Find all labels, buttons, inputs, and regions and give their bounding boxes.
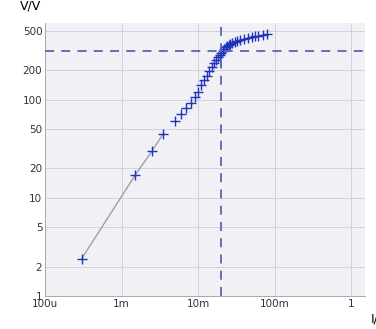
Point xyxy=(224,43,230,49)
Point xyxy=(229,40,235,45)
Point xyxy=(255,33,261,38)
Point xyxy=(213,57,219,62)
Point xyxy=(221,47,227,52)
Point xyxy=(201,77,207,83)
Point xyxy=(232,39,238,44)
Point xyxy=(178,111,184,116)
Point xyxy=(206,68,212,74)
Point xyxy=(160,131,166,136)
Point xyxy=(241,36,247,41)
Point xyxy=(132,172,138,178)
Point xyxy=(227,41,233,46)
Point xyxy=(183,105,190,111)
Point xyxy=(172,119,178,124)
Point xyxy=(218,50,224,55)
Point xyxy=(209,64,215,69)
Point xyxy=(220,48,226,53)
Point xyxy=(237,37,243,42)
Point xyxy=(260,32,266,38)
Point xyxy=(215,55,221,60)
Point xyxy=(149,148,155,154)
Point xyxy=(245,35,251,40)
Point xyxy=(252,34,258,39)
Point xyxy=(199,83,205,88)
Point xyxy=(192,95,198,100)
Point xyxy=(211,61,217,66)
Point xyxy=(79,256,85,261)
Point xyxy=(195,89,201,94)
Text: V/V: V/V xyxy=(20,0,41,12)
Point xyxy=(188,100,194,106)
Point xyxy=(217,52,223,58)
Point xyxy=(204,73,210,78)
Point xyxy=(264,32,270,37)
Point xyxy=(226,42,232,47)
Text: I/A: I/A xyxy=(371,313,376,325)
Point xyxy=(234,38,240,43)
Point xyxy=(223,45,229,50)
Point xyxy=(249,34,255,39)
